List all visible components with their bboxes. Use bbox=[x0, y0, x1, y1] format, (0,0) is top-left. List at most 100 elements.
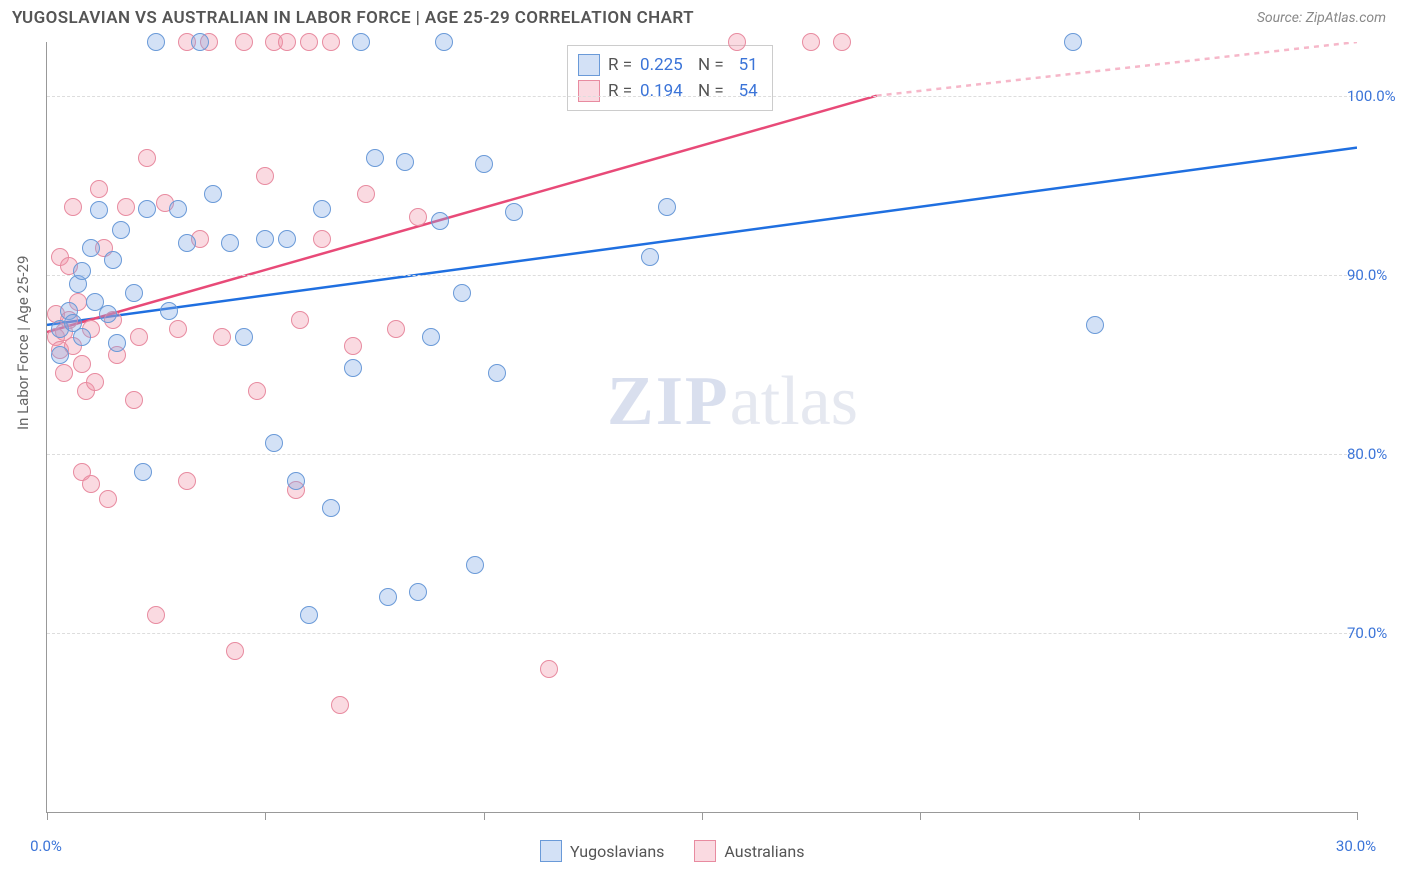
n-value: 54 bbox=[732, 81, 758, 101]
watermark-zip: ZIP bbox=[607, 363, 730, 440]
series-legend: Yugoslavians Australians bbox=[540, 840, 804, 862]
data-point bbox=[475, 155, 493, 173]
data-point bbox=[802, 33, 820, 51]
data-point bbox=[125, 391, 143, 409]
x-tick bbox=[702, 812, 703, 820]
data-point bbox=[658, 198, 676, 216]
data-point bbox=[300, 33, 318, 51]
data-point bbox=[213, 328, 231, 346]
data-point bbox=[256, 230, 274, 248]
legend-item: Yugoslavians bbox=[540, 840, 664, 862]
data-point bbox=[300, 606, 318, 624]
r-label: R = bbox=[608, 55, 632, 75]
data-point bbox=[344, 359, 362, 377]
data-point bbox=[322, 33, 340, 51]
data-point bbox=[409, 583, 427, 601]
data-point bbox=[488, 364, 506, 382]
data-point bbox=[82, 475, 100, 493]
r-value: 0.225 bbox=[640, 55, 690, 75]
data-point bbox=[235, 328, 253, 346]
data-point bbox=[1086, 316, 1104, 334]
grid-line bbox=[47, 454, 1357, 455]
data-point bbox=[169, 320, 187, 338]
data-point bbox=[178, 234, 196, 252]
data-point bbox=[104, 251, 122, 269]
legend-swatch bbox=[578, 54, 600, 76]
watermark: ZIPatlas bbox=[607, 362, 858, 442]
trend-lines bbox=[47, 42, 1357, 812]
data-point bbox=[73, 355, 91, 373]
r-value: 0.194 bbox=[640, 81, 690, 101]
n-label: N = bbox=[698, 55, 724, 75]
data-point bbox=[641, 248, 659, 266]
data-point bbox=[256, 167, 274, 185]
legend-label: Yugoslavians bbox=[570, 842, 664, 861]
data-point bbox=[352, 33, 370, 51]
grid-line bbox=[47, 275, 1357, 276]
data-point bbox=[147, 606, 165, 624]
data-point bbox=[833, 33, 851, 51]
data-point bbox=[265, 434, 283, 452]
x-tick bbox=[47, 812, 48, 820]
legend-label: Australians bbox=[724, 842, 804, 861]
data-point bbox=[287, 472, 305, 490]
data-point bbox=[86, 373, 104, 391]
chart-header: YUGOSLAVIAN VS AUSTRALIAN IN LABOR FORCE… bbox=[0, 0, 1406, 32]
legend-swatch bbox=[694, 840, 716, 862]
data-point bbox=[90, 180, 108, 198]
data-point bbox=[431, 212, 449, 230]
legend-item: Australians bbox=[694, 840, 804, 862]
data-point bbox=[366, 149, 384, 167]
x-tick-label: 30.0% bbox=[1336, 837, 1376, 855]
data-point bbox=[138, 200, 156, 218]
data-point bbox=[99, 490, 117, 508]
data-point bbox=[178, 472, 196, 490]
legend-swatch bbox=[578, 80, 600, 102]
scatter-chart: ZIPatlas R =0.225N =51R =0.194N =54 70.0… bbox=[46, 42, 1357, 813]
data-point bbox=[169, 200, 187, 218]
correlation-legend: R =0.225N =51R =0.194N =54 bbox=[567, 45, 773, 111]
x-tick bbox=[1139, 812, 1140, 820]
data-point bbox=[540, 660, 558, 678]
data-point bbox=[322, 499, 340, 517]
data-point bbox=[226, 642, 244, 660]
data-point bbox=[160, 302, 178, 320]
data-point bbox=[344, 337, 362, 355]
chart-title: YUGOSLAVIAN VS AUSTRALIAN IN LABOR FORCE… bbox=[12, 8, 694, 28]
data-point bbox=[313, 200, 331, 218]
grid-line bbox=[47, 633, 1357, 634]
data-point bbox=[117, 198, 135, 216]
data-point bbox=[112, 221, 130, 239]
x-tick bbox=[265, 812, 266, 820]
data-point bbox=[73, 328, 91, 346]
x-tick bbox=[484, 812, 485, 820]
legend-row: R =0.194N =54 bbox=[578, 78, 758, 104]
x-tick bbox=[920, 812, 921, 820]
data-point bbox=[134, 463, 152, 481]
data-point bbox=[313, 230, 331, 248]
data-point bbox=[204, 185, 222, 203]
data-point bbox=[248, 382, 266, 400]
data-point bbox=[278, 33, 296, 51]
y-tick-label: 70.0% bbox=[1347, 624, 1406, 642]
data-point bbox=[466, 556, 484, 574]
data-point bbox=[82, 239, 100, 257]
data-point bbox=[396, 153, 414, 171]
data-point bbox=[138, 149, 156, 167]
x-tick-label: 0.0% bbox=[30, 837, 62, 855]
grid-line bbox=[47, 96, 1357, 97]
data-point bbox=[357, 185, 375, 203]
data-point bbox=[55, 364, 73, 382]
data-point bbox=[64, 198, 82, 216]
trend-line bbox=[877, 42, 1357, 96]
data-point bbox=[99, 305, 117, 323]
data-point bbox=[221, 234, 239, 252]
data-point bbox=[278, 230, 296, 248]
data-point bbox=[505, 203, 523, 221]
data-point bbox=[1064, 33, 1082, 51]
x-tick bbox=[1357, 812, 1358, 820]
watermark-rest: atlas bbox=[730, 363, 858, 440]
y-tick-label: 90.0% bbox=[1347, 266, 1406, 284]
trend-line bbox=[47, 148, 1357, 325]
data-point bbox=[409, 208, 427, 226]
